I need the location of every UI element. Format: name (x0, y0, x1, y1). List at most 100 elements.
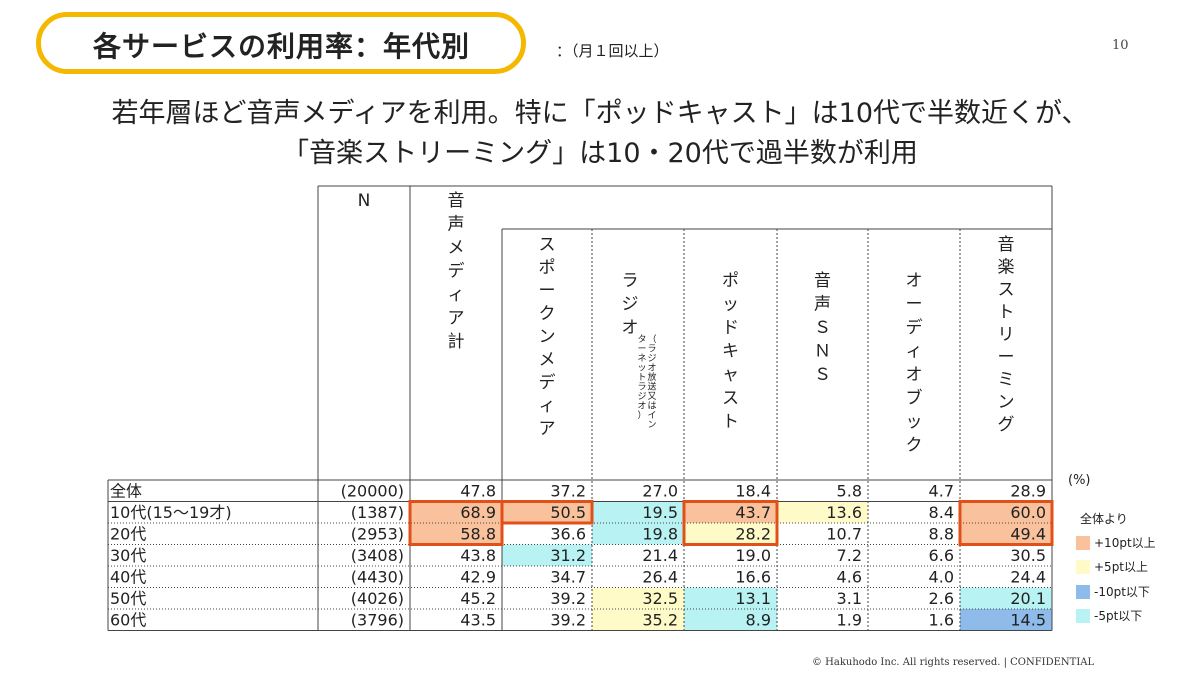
value-cell: 5.8 (837, 482, 862, 501)
row-n: (3408) (351, 546, 404, 565)
value-cell: 4.0 (929, 568, 954, 587)
value-cell: 36.6 (550, 525, 586, 544)
legend-label: -5pt以下 (1094, 609, 1143, 623)
row-n: (3796) (351, 611, 404, 630)
highlight-cell (684, 501, 777, 523)
highlight-cell (960, 501, 1052, 523)
highlight-cell (960, 587, 1052, 609)
legend-item-plus10: +10pt以上 (1076, 534, 1156, 551)
highlight-cell (502, 501, 592, 523)
row-n: (20000) (341, 482, 404, 501)
column-subheader: （ラジオ放送又はイン (647, 334, 656, 431)
row-label: 60代 (110, 611, 146, 630)
value-cell: 47.8 (460, 482, 496, 501)
value-cell: 39.2 (550, 589, 586, 608)
value-cell: 19.0 (735, 546, 771, 565)
value-cell: 58.8 (460, 525, 496, 544)
legend-label: +5pt以上 (1094, 560, 1149, 574)
value-cell: 18.4 (735, 482, 771, 501)
value-cell: 39.2 (550, 611, 586, 630)
row-label: 10代(15〜19才) (110, 503, 232, 522)
highlight-cell (960, 523, 1052, 545)
value-cell: 37.2 (550, 482, 586, 501)
column-header: オーディオブック (906, 271, 923, 456)
column-header: 音声メディア計 (448, 191, 465, 352)
column-header: ラジオ (622, 271, 639, 338)
value-cell: 6.6 (929, 546, 954, 565)
highlight-cell (777, 501, 868, 523)
highlight-cell (684, 523, 777, 545)
value-cell: 27.0 (642, 482, 678, 501)
highlight-cell (592, 501, 684, 523)
value-cell: 35.2 (642, 611, 678, 630)
column-header: スポークンメディア (539, 235, 556, 439)
value-cell: 3.1 (837, 589, 862, 608)
legend-item-minus10: -10pt以下 (1076, 583, 1150, 600)
value-cell: 43.7 (735, 503, 771, 522)
row-label: 20代 (110, 525, 146, 544)
headline-line-1: 若年層ほど音声メディアを利用。特に「ポッドキャスト」は10代で半数近くが、 (111, 98, 1089, 129)
highlight-cell (410, 501, 502, 523)
legend-label: +10pt以上 (1094, 536, 1156, 550)
row-n: (2953) (351, 525, 404, 544)
highlight-cell (684, 587, 777, 609)
value-cell: 30.5 (1010, 546, 1046, 565)
value-cell: 68.9 (460, 503, 496, 522)
value-cell: 31.2 (550, 546, 586, 565)
value-cell: 4.7 (929, 482, 954, 501)
value-cell: 8.4 (929, 503, 954, 522)
legend-swatch (1076, 535, 1090, 550)
value-cell: 45.2 (460, 589, 496, 608)
highlight-cell (592, 609, 684, 631)
title-pill: 各サービスの利用率：年代別 (36, 12, 526, 74)
value-cell: 43.8 (460, 546, 496, 565)
unit-label: (%) (1068, 473, 1091, 488)
value-cell: 21.4 (642, 546, 678, 565)
emphasis-box (682, 500, 779, 546)
highlight-cell (592, 587, 684, 609)
value-cell: 2.6 (929, 589, 954, 608)
headline-line-2: 「音楽ストリーミング」は10・20代で過半数が利用 (282, 138, 918, 169)
value-cell: 19.8 (642, 525, 678, 544)
value-cell: 43.5 (460, 611, 496, 630)
row-n: (4430) (351, 568, 404, 587)
value-cell: 24.4 (1010, 568, 1046, 587)
page-title: 各サービスの利用率：年代別 (93, 30, 471, 63)
row-label: 30代 (110, 546, 146, 565)
value-cell: 10.7 (826, 525, 862, 544)
column-header: 音楽ストリーミング (998, 235, 1015, 435)
n-header: N (358, 191, 371, 211)
page-number: 10 (1112, 38, 1129, 53)
legend-swatch (1076, 584, 1090, 599)
value-cell: 42.9 (460, 568, 496, 587)
highlight-cell (684, 609, 777, 631)
emphasis-box (500, 500, 594, 525)
value-cell: 8.9 (746, 611, 771, 630)
value-cell: 50.5 (550, 503, 586, 522)
value-cell: 14.5 (1010, 611, 1046, 630)
emphasis-box (958, 500, 1054, 546)
value-cell: 28.2 (735, 525, 771, 544)
row-label: 40代 (110, 568, 146, 587)
legend-item-plus5: +5pt以上 (1076, 558, 1148, 575)
value-cell: 28.9 (1010, 482, 1046, 501)
value-cell: 7.2 (837, 546, 862, 565)
highlight-cell (502, 544, 592, 566)
value-cell: 4.6 (837, 568, 862, 587)
value-cell: 1.9 (837, 611, 862, 630)
value-cell: 60.0 (1010, 503, 1046, 522)
row-n: (1387) (351, 503, 404, 522)
column-header: ポッドキャスト (722, 271, 739, 432)
value-cell: 13.1 (735, 589, 771, 608)
highlight-cell (960, 609, 1052, 631)
highlight-cell (410, 523, 502, 545)
column-subheader: ターネットラジオ） (637, 334, 646, 421)
value-cell: 26.4 (642, 568, 678, 587)
row-label: 50代 (110, 589, 146, 608)
value-cell: 49.4 (1010, 525, 1046, 544)
highlight-cell (592, 523, 684, 545)
legend-title: 全体より (1080, 512, 1128, 526)
value-cell: 19.5 (642, 503, 678, 522)
row-n: (4026) (351, 589, 404, 608)
